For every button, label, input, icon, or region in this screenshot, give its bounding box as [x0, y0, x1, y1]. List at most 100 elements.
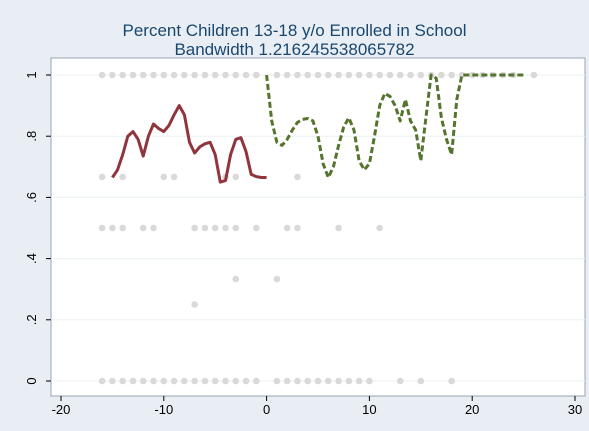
x-tick-label: 10	[362, 402, 376, 417]
data-point	[448, 377, 455, 385]
data-point	[98, 173, 106, 181]
data-point	[324, 71, 332, 79]
data-point	[314, 377, 322, 385]
data-point	[355, 71, 363, 79]
data-point	[355, 377, 363, 385]
data-point	[242, 377, 250, 385]
data-point	[253, 224, 260, 232]
data-point	[294, 71, 301, 79]
data-point	[191, 377, 198, 385]
data-point	[448, 71, 455, 79]
data-point	[438, 71, 445, 79]
data-point	[232, 173, 240, 181]
data-point	[417, 71, 425, 79]
data-point	[150, 71, 157, 79]
data-point	[222, 377, 229, 385]
chart-subtitle: Bandwidth 1.216245538065782	[174, 40, 415, 59]
data-point	[139, 224, 147, 232]
data-point	[376, 71, 383, 79]
data-point	[376, 224, 383, 232]
data-point	[294, 224, 301, 232]
data-point	[283, 71, 291, 79]
y-tick-label: .8	[24, 131, 39, 142]
data-point	[181, 377, 188, 385]
data-point	[191, 71, 198, 79]
data-point	[170, 377, 178, 385]
data-point	[232, 275, 240, 283]
data-point	[253, 71, 260, 79]
data-point	[191, 301, 198, 308]
data-point	[98, 71, 106, 79]
x-tick-label: -10	[154, 402, 173, 417]
data-point	[396, 71, 404, 79]
left-fit-line	[111, 104, 267, 184]
data-point	[211, 224, 219, 232]
data-point	[139, 377, 147, 385]
data-point	[335, 377, 342, 385]
data-point	[294, 173, 301, 181]
data-point	[109, 224, 116, 232]
data-point	[530, 71, 538, 79]
data-point	[386, 71, 394, 79]
data-point	[119, 224, 126, 232]
data-point	[160, 173, 168, 181]
data-point	[119, 377, 126, 385]
chart-title-block: Percent Children 13-18 y/o Enrolled in S…	[0, 21, 589, 59]
data-point	[304, 71, 312, 79]
data-point	[201, 224, 209, 232]
data-point	[294, 377, 301, 385]
right-fit-line	[265, 73, 524, 179]
data-point	[150, 377, 157, 385]
data-point	[335, 71, 342, 79]
data-point	[283, 377, 291, 385]
data-point	[283, 224, 291, 232]
data-point	[160, 377, 168, 385]
data-point	[150, 224, 157, 232]
data-point	[211, 71, 219, 79]
x-tick-label: -20	[52, 402, 71, 417]
data-point	[366, 71, 373, 79]
data-point	[201, 71, 209, 79]
data-point	[304, 377, 312, 385]
data-point	[170, 173, 178, 181]
data-point	[396, 377, 404, 385]
data-point	[129, 71, 137, 79]
data-point	[98, 224, 106, 232]
data-point	[211, 377, 219, 385]
data-point	[366, 377, 373, 385]
data-point	[191, 224, 198, 232]
data-point	[109, 71, 116, 79]
plot-area	[50, 57, 586, 397]
y-tick-label: 1	[24, 71, 39, 78]
data-point	[335, 224, 342, 232]
data-point	[468, 71, 476, 79]
data-point	[345, 71, 353, 79]
data-point	[314, 71, 322, 79]
chart-title: Percent Children 13-18 y/o Enrolled in S…	[122, 21, 467, 40]
data-point	[222, 224, 229, 232]
data-point	[273, 275, 281, 283]
data-point	[119, 71, 126, 79]
data-point	[109, 377, 116, 385]
x-tick-label: 0	[263, 402, 270, 417]
y-tick-label: .2	[24, 314, 39, 325]
x-tick-label: 30	[568, 402, 582, 417]
data-point	[119, 173, 126, 181]
data-point	[273, 377, 281, 385]
data-point	[129, 377, 137, 385]
y-tick-label: 0	[24, 377, 39, 384]
data-point	[253, 377, 260, 385]
data-point	[417, 377, 425, 385]
x-tick-label: 20	[465, 402, 479, 417]
data-point	[273, 71, 281, 79]
data-point	[407, 71, 414, 79]
data-point	[139, 71, 147, 79]
data-point	[242, 71, 250, 79]
data-point	[345, 377, 353, 385]
data-point	[222, 71, 229, 79]
data-point	[98, 377, 106, 385]
data-point	[232, 224, 240, 232]
data-point	[232, 71, 240, 79]
